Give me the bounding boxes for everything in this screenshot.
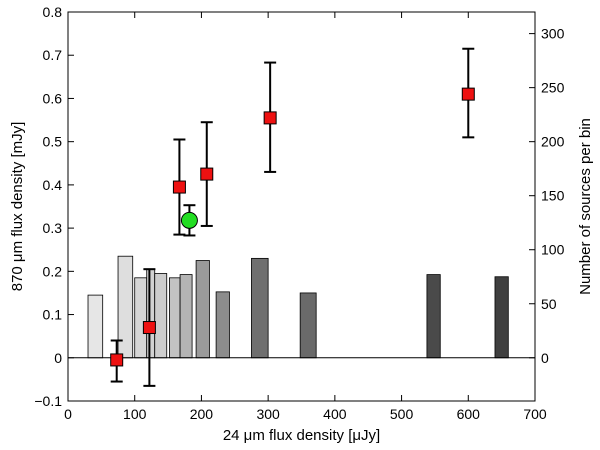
x-axis-ticks: 0 100 200 300 400 500 600 700	[64, 12, 547, 422]
data-point-square-1	[142, 321, 156, 335]
y2-tick-label-4: 200	[541, 134, 565, 150]
y2-axis-label: Number of sources per bin	[577, 118, 594, 295]
y-tick-label-0: −0.1	[34, 393, 62, 409]
y-tick-label-4: 0.3	[43, 220, 63, 236]
y2-tick-label-0: 0	[541, 350, 549, 366]
y-axis-ticks: −0.1 0 0.1 0.2 0.3 0.4 0.5 0.6 0.7 0.8	[34, 4, 74, 409]
histogram-bar-2	[134, 277, 148, 359]
histogram-bar-7	[195, 260, 210, 359]
histogram-bar-6	[179, 274, 193, 359]
plot-frame	[67, 11, 536, 402]
y2-axis-ticks: 0 50 100 150 200 250 300	[529, 26, 565, 366]
data-markers	[110, 87, 475, 367]
y-tick-label-3: 0.2	[43, 263, 63, 279]
x-tick-label-1: 100	[123, 406, 147, 422]
y-tick-label-2: 0.1	[43, 307, 63, 323]
histogram-bar-3	[146, 268, 156, 359]
histogram-bar-1	[117, 255, 134, 359]
y2-tick-label-1: 50	[541, 296, 557, 312]
histogram-bar-8	[215, 291, 230, 359]
data-point-circle-0	[180, 211, 198, 229]
y2-tick-label-5: 250	[541, 80, 565, 96]
histogram-bar-11	[426, 274, 441, 359]
data-point-square-3	[200, 167, 214, 181]
x-axis-label: 24 μm flux density [μJy]	[223, 427, 380, 444]
y2-tick-label-6: 300	[541, 26, 565, 42]
histogram-bar-12	[494, 276, 509, 359]
x-tick-label-4: 400	[323, 406, 347, 422]
y-tick-label-5: 0.4	[43, 177, 63, 193]
data-point-square-4	[263, 111, 277, 125]
histogram-bars	[87, 255, 509, 359]
y-axis-label: 870 μm flux density [mJy]	[9, 122, 26, 292]
x-tick-label-3: 300	[256, 406, 280, 422]
histogram-bar-9	[251, 257, 269, 359]
y-tick-label-7: 0.6	[43, 90, 63, 106]
x-tick-label-6: 600	[457, 406, 481, 422]
y-tick-label-1: 0	[54, 350, 62, 366]
y-tick-label-6: 0.5	[43, 134, 63, 150]
y2-tick-label-3: 150	[541, 188, 565, 204]
data-point-square-0	[110, 353, 124, 367]
x-tick-label-5: 500	[390, 406, 414, 422]
y-tick-label-9: 0.8	[43, 4, 63, 20]
x-tick-label-0: 0	[64, 406, 72, 422]
y-tick-label-8: 0.7	[43, 47, 63, 63]
data-point-square-2	[172, 180, 186, 194]
histogram-bar-10	[299, 292, 317, 359]
histogram-bar-4	[154, 273, 168, 359]
histogram-bar-5	[169, 277, 181, 359]
x-tick-label-7: 700	[523, 406, 547, 422]
y2-tick-label-2: 100	[541, 242, 565, 258]
data-point-square-5	[461, 87, 475, 101]
histogram-bar-0	[87, 294, 104, 359]
x-tick-label-2: 200	[190, 406, 214, 422]
